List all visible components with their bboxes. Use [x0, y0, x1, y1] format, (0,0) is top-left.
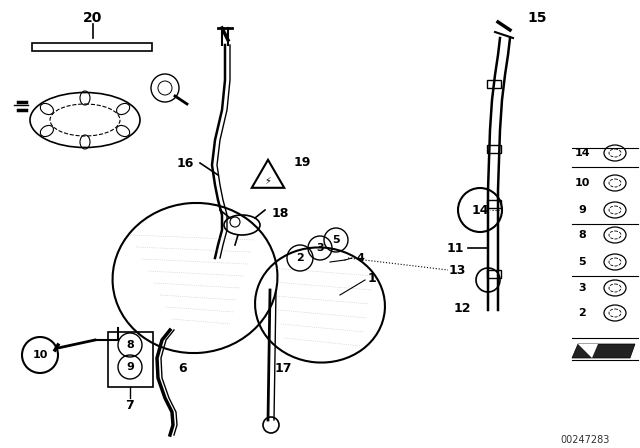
Text: 5: 5	[578, 257, 586, 267]
Text: 18: 18	[271, 207, 289, 220]
Text: 1: 1	[367, 271, 376, 284]
Text: 3: 3	[578, 283, 586, 293]
Text: 16: 16	[176, 156, 194, 169]
Text: 4: 4	[356, 253, 364, 263]
Text: 9: 9	[578, 205, 586, 215]
Bar	[487, 200, 501, 208]
Bar	[487, 80, 501, 88]
Text: 14: 14	[574, 148, 590, 158]
Bar	[487, 145, 501, 153]
Bar	[32, 43, 152, 51]
Text: 13: 13	[448, 263, 466, 276]
Text: 19: 19	[293, 155, 310, 168]
Text: 10: 10	[32, 350, 48, 360]
Text: 12: 12	[453, 302, 471, 314]
Text: 15: 15	[527, 11, 547, 25]
Polygon shape	[578, 344, 598, 358]
Bar	[487, 270, 501, 278]
Text: 10: 10	[574, 178, 589, 188]
Text: 14: 14	[471, 203, 489, 216]
Polygon shape	[572, 344, 635, 358]
Bar	[108, 332, 153, 387]
Text: 6: 6	[179, 362, 188, 375]
Text: 17: 17	[275, 362, 292, 375]
Text: 8: 8	[126, 340, 134, 350]
Text: 2: 2	[296, 253, 304, 263]
Text: 00247283: 00247283	[560, 435, 610, 445]
Text: 3: 3	[316, 243, 324, 253]
Text: 2: 2	[578, 308, 586, 318]
Text: 8: 8	[578, 230, 586, 240]
Text: 20: 20	[83, 11, 102, 25]
Text: 7: 7	[125, 399, 134, 412]
Text: 5: 5	[332, 235, 340, 245]
Text: 9: 9	[126, 362, 134, 372]
Text: ⚡: ⚡	[264, 176, 271, 186]
Text: 11: 11	[446, 241, 464, 254]
